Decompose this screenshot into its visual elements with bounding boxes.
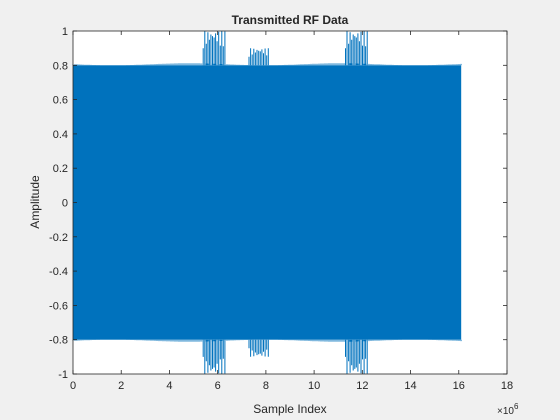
chart-title: Transmitted RF Data: [232, 13, 349, 27]
x-tick-label: 6: [215, 380, 221, 392]
y-tick-label: 0.6: [53, 95, 68, 107]
series-rf-data: [72, 31, 462, 374]
y-axis-label: Amplitude: [28, 175, 42, 229]
plot-area: [72, 31, 462, 374]
x-tick-label: 4: [166, 380, 172, 392]
signal-burst: [248, 48, 269, 357]
x-tick-label: 18: [501, 380, 513, 392]
x-axis-ticks: 0 2 4 6 8 10 12 14 16 18: [70, 31, 513, 392]
x-axis-label: Sample Index: [253, 402, 326, 416]
signal-burst: [345, 31, 368, 374]
y-tick-label: 1: [62, 26, 68, 38]
y-axis-ticks: -1 -0.8 -0.6 -0.4 -0.2 0 0.2 0.4 0.6 0.8 1: [49, 26, 507, 381]
y-tick-label: 0.2: [53, 163, 68, 175]
signal-envelope: [73, 65, 462, 340]
y-tick-label: -1: [58, 369, 68, 381]
x-scale-exponent: 6: [514, 402, 519, 411]
y-tick-label: -0.6: [49, 300, 68, 312]
y-tick-label: 0: [62, 198, 68, 210]
x-tick-label: 10: [308, 380, 320, 392]
burst-lower: [248, 339, 269, 357]
y-tick-label: 0.8: [53, 60, 68, 72]
signal-burst: [202, 31, 226, 374]
burst-upper: [202, 31, 226, 66]
x-scale-factor: ×106: [497, 402, 519, 417]
y-tick-label: -0.8: [49, 335, 68, 347]
y-tick-label: -0.2: [49, 232, 68, 244]
burst-upper: [345, 31, 368, 66]
x-scale-base: ×10: [497, 406, 514, 417]
burst-lower: [345, 339, 368, 374]
x-tick-label: 12: [356, 380, 368, 392]
x-tick-label: 2: [118, 380, 124, 392]
y-tick-label: 0.4: [53, 129, 68, 141]
x-tick-label: 14: [404, 380, 416, 392]
x-tick-label: 0: [70, 380, 76, 392]
x-tick-label: 8: [263, 380, 269, 392]
y-tick-label: -0.4: [49, 266, 68, 278]
burst-upper: [248, 48, 269, 66]
x-tick-label: 16: [453, 380, 465, 392]
burst-lower: [202, 339, 226, 374]
